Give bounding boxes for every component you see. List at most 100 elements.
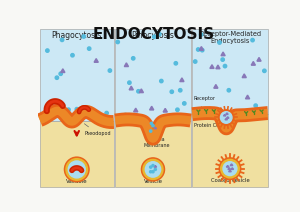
Polygon shape bbox=[54, 106, 58, 110]
Bar bbox=[40, 29, 114, 120]
Text: Plasma
Membrane: Plasma Membrane bbox=[143, 129, 170, 148]
Polygon shape bbox=[226, 165, 229, 167]
Polygon shape bbox=[134, 108, 138, 112]
Circle shape bbox=[108, 69, 112, 72]
Polygon shape bbox=[226, 113, 228, 114]
Circle shape bbox=[263, 69, 266, 73]
Circle shape bbox=[145, 162, 161, 177]
Circle shape bbox=[150, 166, 152, 168]
Circle shape bbox=[158, 32, 161, 36]
Circle shape bbox=[221, 159, 239, 178]
Polygon shape bbox=[257, 57, 261, 61]
Polygon shape bbox=[129, 86, 133, 90]
Polygon shape bbox=[199, 47, 203, 50]
Circle shape bbox=[64, 157, 89, 182]
Circle shape bbox=[221, 58, 224, 61]
Polygon shape bbox=[231, 168, 234, 169]
Circle shape bbox=[88, 47, 91, 50]
Circle shape bbox=[152, 35, 156, 38]
Circle shape bbox=[194, 60, 197, 63]
Circle shape bbox=[220, 112, 232, 123]
Polygon shape bbox=[180, 78, 184, 82]
Text: ENDOCYTOSIS: ENDOCYTOSIS bbox=[93, 27, 215, 42]
Polygon shape bbox=[224, 114, 226, 116]
Circle shape bbox=[143, 159, 163, 179]
Circle shape bbox=[82, 35, 85, 38]
Polygon shape bbox=[210, 65, 214, 68]
Bar bbox=[115, 120, 191, 187]
Circle shape bbox=[116, 40, 119, 44]
Polygon shape bbox=[242, 74, 246, 78]
Circle shape bbox=[150, 171, 152, 173]
Text: Receptor-Mediated
Endocytosis: Receptor-Mediated Endocytosis bbox=[199, 31, 261, 44]
Circle shape bbox=[152, 165, 154, 167]
Polygon shape bbox=[245, 95, 250, 99]
Polygon shape bbox=[251, 61, 255, 65]
Text: Receptor: Receptor bbox=[194, 96, 216, 109]
Circle shape bbox=[176, 108, 179, 112]
Polygon shape bbox=[61, 69, 65, 73]
Circle shape bbox=[218, 41, 221, 44]
Polygon shape bbox=[216, 65, 220, 69]
Polygon shape bbox=[230, 164, 233, 166]
Bar bbox=[192, 29, 268, 114]
Polygon shape bbox=[139, 89, 143, 93]
Circle shape bbox=[141, 158, 164, 181]
Circle shape bbox=[149, 130, 152, 132]
Circle shape bbox=[227, 89, 230, 92]
Bar bbox=[115, 29, 191, 120]
Circle shape bbox=[219, 158, 241, 179]
Circle shape bbox=[67, 108, 70, 111]
Polygon shape bbox=[221, 52, 225, 56]
Polygon shape bbox=[229, 170, 231, 172]
Circle shape bbox=[59, 72, 62, 75]
Text: Vacuole: Vacuole bbox=[66, 179, 88, 184]
Circle shape bbox=[170, 90, 173, 93]
Polygon shape bbox=[226, 117, 229, 118]
Circle shape bbox=[152, 124, 154, 127]
Polygon shape bbox=[228, 168, 231, 169]
Circle shape bbox=[200, 33, 203, 36]
Circle shape bbox=[55, 76, 58, 80]
Circle shape bbox=[75, 107, 79, 111]
Circle shape bbox=[254, 104, 257, 107]
Bar bbox=[40, 120, 114, 187]
Polygon shape bbox=[150, 106, 154, 110]
Text: Pinocytosis: Pinocytosis bbox=[131, 31, 174, 40]
Circle shape bbox=[223, 162, 237, 176]
Text: Phagocytosis: Phagocytosis bbox=[52, 31, 102, 40]
Polygon shape bbox=[124, 63, 128, 67]
Circle shape bbox=[128, 81, 131, 84]
Circle shape bbox=[200, 49, 204, 52]
Circle shape bbox=[105, 111, 108, 115]
Circle shape bbox=[124, 113, 127, 117]
Circle shape bbox=[71, 54, 74, 57]
Circle shape bbox=[68, 161, 85, 178]
Circle shape bbox=[137, 90, 140, 93]
Circle shape bbox=[60, 38, 64, 42]
Circle shape bbox=[196, 48, 200, 51]
Circle shape bbox=[160, 79, 163, 83]
Circle shape bbox=[223, 64, 227, 68]
Circle shape bbox=[66, 159, 88, 180]
Circle shape bbox=[154, 168, 156, 170]
Circle shape bbox=[174, 62, 178, 65]
Circle shape bbox=[150, 122, 153, 124]
Bar bbox=[192, 114, 268, 187]
Polygon shape bbox=[94, 59, 98, 62]
Text: Vesicle: Vesicle bbox=[143, 179, 163, 184]
Circle shape bbox=[218, 110, 234, 125]
Circle shape bbox=[178, 89, 182, 92]
Text: Coated Vesicle: Coated Vesicle bbox=[211, 178, 249, 183]
Polygon shape bbox=[225, 118, 227, 120]
Circle shape bbox=[131, 57, 135, 60]
Text: Pseodopod: Pseodopod bbox=[84, 124, 111, 136]
Circle shape bbox=[251, 38, 254, 42]
Polygon shape bbox=[214, 85, 218, 88]
Polygon shape bbox=[154, 165, 157, 167]
Polygon shape bbox=[154, 127, 157, 129]
Polygon shape bbox=[163, 108, 167, 112]
Text: Protein Coat: Protein Coat bbox=[194, 118, 233, 128]
Circle shape bbox=[152, 171, 154, 173]
Circle shape bbox=[183, 102, 186, 105]
